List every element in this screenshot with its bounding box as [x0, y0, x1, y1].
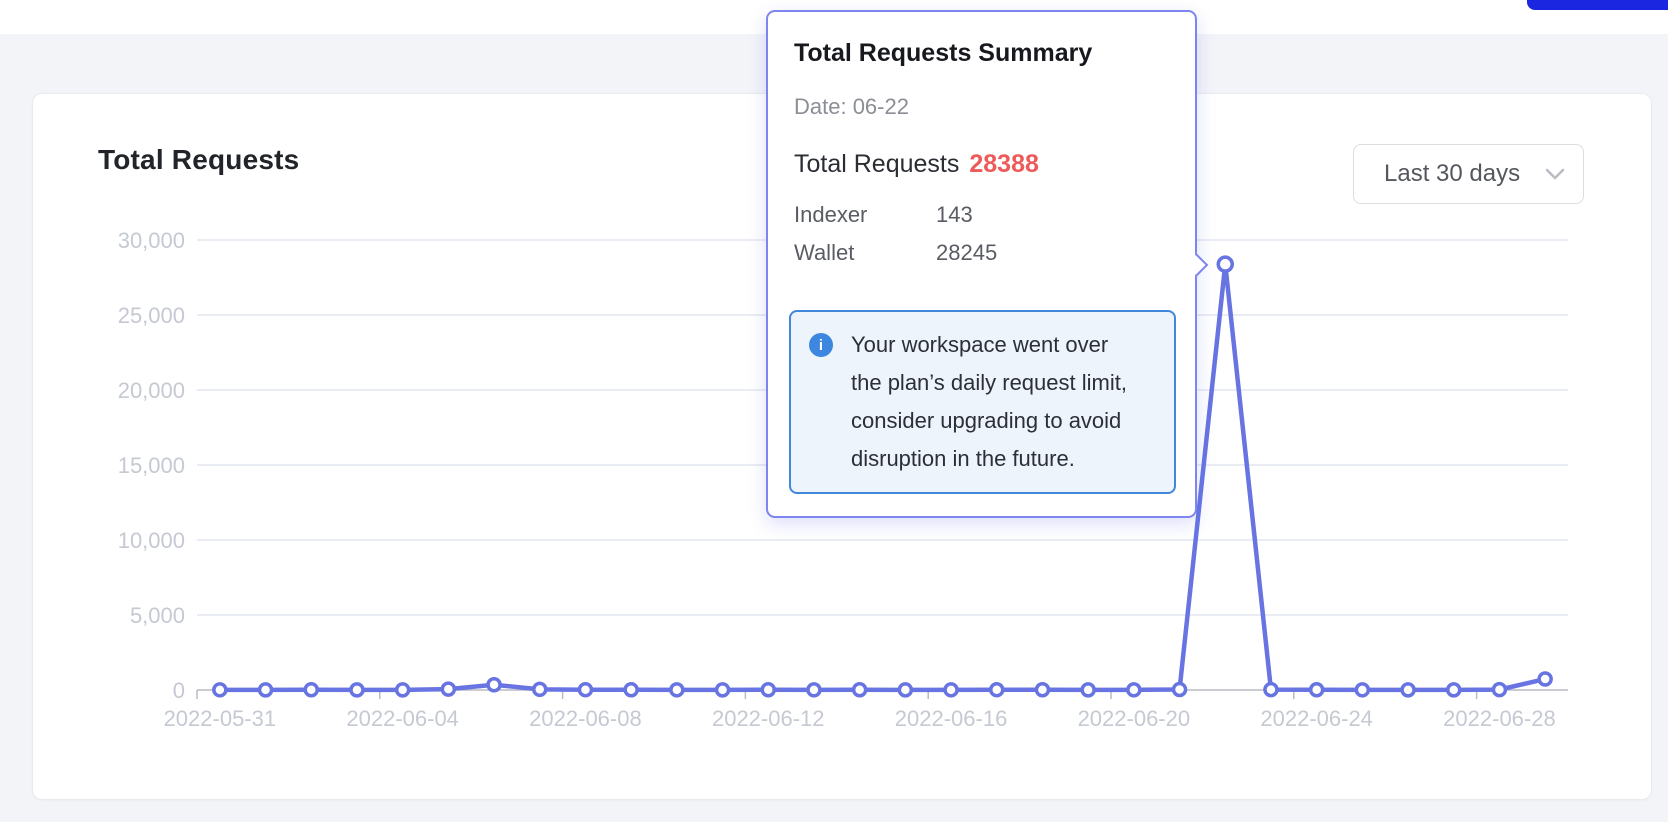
x-axis-label: 2022-06-08 [529, 706, 642, 731]
data-point-2022-06-26[interactable] [1400, 682, 1416, 698]
y-axis-label: 15,000 [118, 453, 185, 478]
data-point-2022-06-15[interactable] [897, 682, 914, 698]
tooltip-rows: Indexer 143 Wallet 28245 [794, 196, 1173, 272]
data-point-2022-06-08[interactable] [577, 681, 594, 698]
data-point-2022-06-12[interactable] [760, 682, 776, 698]
y-axis-label: 25,000 [118, 303, 185, 328]
tooltip-row-indexer: Indexer 143 [794, 196, 1173, 234]
data-point-2022-06-13[interactable] [806, 682, 822, 698]
data-point-2022-06-21[interactable] [1171, 681, 1188, 698]
range-dropdown[interactable]: Last 30 days [1353, 144, 1584, 204]
chart-tooltip: Total Requests Summary Date: 06-22 Total… [766, 10, 1209, 518]
x-axis-label: 2022-06-16 [895, 706, 1008, 731]
range-dropdown-label: Last 30 days [1384, 160, 1521, 187]
data-point-2022-05-31[interactable] [212, 682, 228, 698]
data-point-2022-06-22[interactable] [1216, 255, 1234, 273]
info-icon: i [809, 333, 833, 357]
x-axis-label: 2022-05-31 [164, 706, 277, 731]
x-axis-label: 2022-06-20 [1078, 706, 1191, 731]
tooltip-row-wallet: Wallet 28245 [794, 234, 1173, 272]
data-point-2022-06-07[interactable] [532, 681, 548, 698]
data-point-2022-06-03[interactable] [349, 682, 365, 698]
x-axis-label: 2022-06-24 [1260, 706, 1373, 731]
x-axis-label: 2022-06-04 [346, 706, 459, 731]
data-point-2022-06-02[interactable] [303, 682, 319, 698]
alert-text: Your workspace went over the plan’s dail… [851, 326, 1127, 478]
y-axis-label: 5,000 [130, 603, 185, 628]
data-point-2022-06-29[interactable] [1537, 671, 1553, 687]
row-label: Wallet [794, 240, 855, 265]
alert-line: disruption in the future. [851, 446, 1075, 471]
data-point-2022-06-20[interactable] [1126, 682, 1142, 698]
limit-alert: i Your workspace went over the plan’s da… [789, 310, 1176, 494]
alert-line: consider upgrading to avoid [851, 408, 1122, 433]
data-point-2022-06-04[interactable] [394, 682, 411, 698]
data-point-2022-06-23[interactable] [1263, 681, 1279, 698]
y-axis-label: 0 [173, 678, 185, 703]
card-title: Total Requests [98, 144, 300, 175]
tooltip-total: Total Requests 28388 [794, 148, 1173, 180]
data-point-2022-06-27[interactable] [1446, 682, 1462, 698]
primary-action-button[interactable] [1527, 0, 1668, 10]
x-axis-label: 2022-06-28 [1443, 706, 1556, 731]
data-point-2022-06-18[interactable] [1034, 682, 1051, 698]
data-point-2022-06-09[interactable] [623, 682, 639, 698]
data-point-2022-06-17[interactable] [989, 681, 1005, 698]
row-value: 143 [936, 202, 973, 227]
tooltip-date: Date: 06-22 [794, 94, 909, 119]
y-axis-label: 30,000 [118, 228, 185, 253]
data-point-2022-06-16[interactable] [943, 682, 959, 698]
data-point-2022-06-14[interactable] [851, 682, 868, 698]
data-point-2022-06-19[interactable] [1080, 682, 1096, 698]
alert-line: Your workspace went over [851, 332, 1109, 357]
data-point-2022-06-11[interactable] [714, 682, 731, 698]
tooltip-total-value: 28388 [969, 150, 1039, 178]
data-point-2022-06-10[interactable] [669, 682, 685, 698]
tooltip-title: Total Requests Summary [794, 39, 1093, 67]
data-point-2022-06-24[interactable] [1308, 682, 1325, 698]
x-axis-label: 2022-06-12 [712, 706, 825, 731]
data-point-2022-06-25[interactable] [1354, 682, 1371, 698]
data-point-2022-06-01[interactable] [257, 682, 274, 698]
alert-line: the plan’s daily request limit, [851, 370, 1127, 395]
data-point-2022-06-06[interactable] [486, 677, 502, 693]
row-value: 28245 [936, 240, 998, 265]
y-axis-label: 10,000 [118, 528, 185, 553]
chevron-down-icon [1545, 168, 1565, 180]
tooltip-total-label: Total Requests [794, 150, 960, 178]
data-point-2022-06-28[interactable] [1491, 681, 1508, 698]
row-label: Indexer [794, 202, 868, 227]
y-axis-label: 20,000 [118, 378, 185, 403]
data-point-2022-06-05[interactable] [440, 681, 457, 697]
